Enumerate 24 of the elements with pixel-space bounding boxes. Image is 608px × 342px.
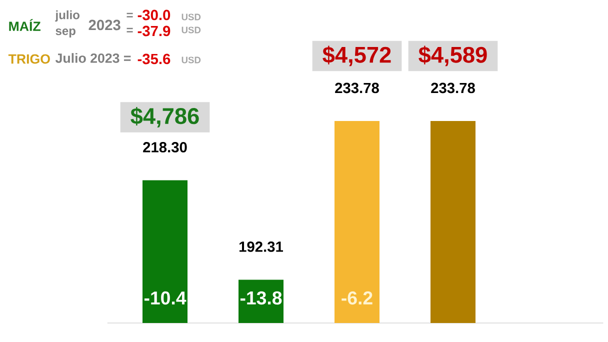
- text: TRIGO: [8, 54, 50, 64]
- text: -37.9: [138, 26, 170, 36]
- data-label: 192.31: [239, 242, 284, 252]
- text: $4,572: [322, 46, 391, 66]
- annotation: $4,786: [130, 107, 199, 128]
- text: -30.0: [138, 10, 170, 20]
- data-label: 233.78: [335, 82, 379, 94]
- annotation: -6.2: [342, 291, 372, 305]
- text: 2023: [88, 20, 120, 30]
- text: $4,589: [418, 46, 487, 66]
- text: USD: [182, 26, 201, 34]
- text: USD: [182, 56, 201, 64]
- text: -35.6: [138, 54, 170, 64]
- text: =: [126, 28, 133, 32]
- data-label: 233.78: [431, 82, 475, 94]
- text: sep: [56, 28, 76, 38]
- text: julio: [55, 10, 80, 22]
- text: =: [126, 12, 133, 18]
- annotation: -10.4: [144, 291, 186, 305]
- annotation: -13.8: [240, 291, 282, 305]
- text: MAÍZ: [9, 19, 40, 31]
- text: USD: [182, 14, 201, 20]
- data-label: 218.30: [143, 142, 187, 152]
- text: Julio 2023 =: [55, 53, 131, 63]
